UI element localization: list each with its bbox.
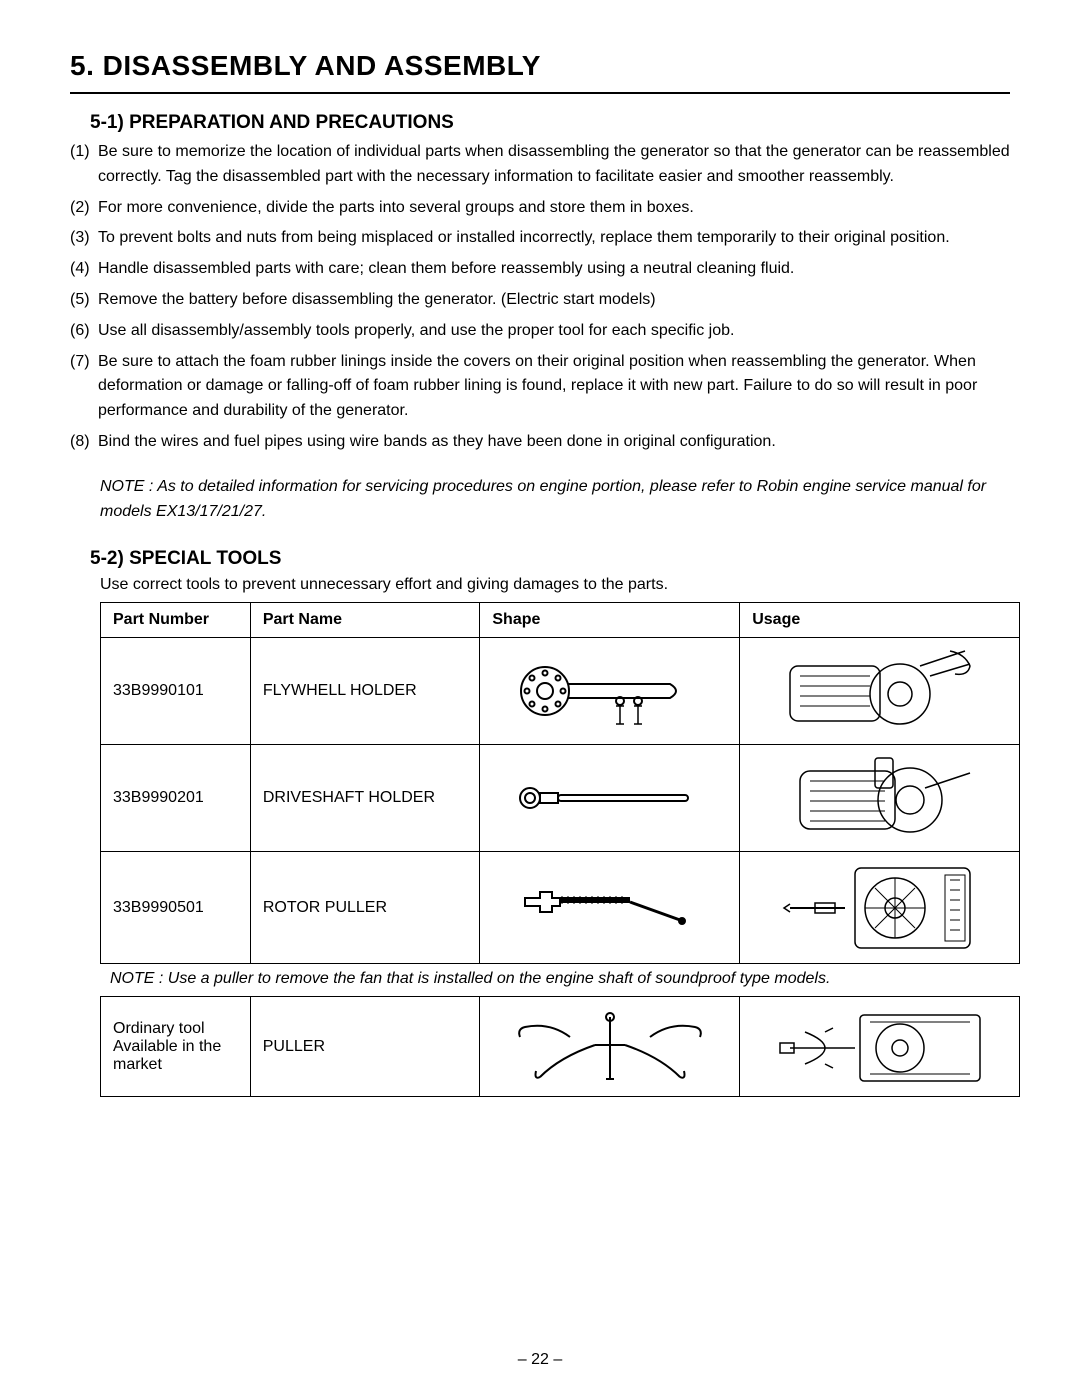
flywheel-holder-shape-icon bbox=[510, 651, 710, 731]
item-number: (4) bbox=[70, 257, 98, 282]
table-header-row: Part Number Part Name Shape Usage bbox=[101, 603, 1020, 638]
cell-part-name: PULLER bbox=[250, 997, 479, 1097]
cell-shape bbox=[480, 852, 740, 964]
list-item: (6)Use all disassembly/assembly tools pr… bbox=[70, 319, 1010, 344]
section-2-title: 5-2) SPECIAL TOOLS bbox=[90, 548, 1010, 570]
table-row: Ordinary tool Available in the market PU… bbox=[101, 997, 1020, 1097]
item-text: Be sure to memorize the location of indi… bbox=[98, 140, 1010, 190]
cell-part-name: DRIVESHAFT HOLDER bbox=[250, 745, 480, 852]
item-text: Be sure to attach the foam rubber lining… bbox=[98, 350, 1010, 424]
item-number: (3) bbox=[70, 226, 98, 251]
item-text: Remove the battery before disassembling … bbox=[98, 288, 1010, 313]
flywheel-holder-usage-icon bbox=[780, 646, 980, 736]
page-title: 5. DISASSEMBLY AND ASSEMBLY bbox=[70, 50, 1010, 82]
list-item: (8)Bind the wires and fuel pipes using w… bbox=[70, 430, 1010, 455]
col-shape: Shape bbox=[480, 603, 740, 638]
col-part-number: Part Number bbox=[101, 603, 251, 638]
cell-part-number: 33B9990101 bbox=[101, 638, 251, 745]
driveshaft-holder-usage-icon bbox=[780, 753, 980, 843]
col-usage: Usage bbox=[740, 603, 1020, 638]
cell-shape bbox=[480, 745, 740, 852]
page-number: – 22 – bbox=[0, 1351, 1080, 1369]
list-item: (1)Be sure to memorize the location of i… bbox=[70, 140, 1010, 190]
list-item: (2)For more convenience, divide the part… bbox=[70, 196, 1010, 221]
puller-table: Ordinary tool Available in the market PU… bbox=[100, 996, 1020, 1097]
table-row: 33B9990501 ROTOR PULLER bbox=[101, 852, 1020, 964]
item-text: To prevent bolts and nuts from being mis… bbox=[98, 226, 1010, 251]
item-number: (1) bbox=[70, 140, 98, 190]
puller-shape-icon bbox=[500, 1007, 720, 1087]
title-rule bbox=[70, 92, 1010, 94]
item-number: (6) bbox=[70, 319, 98, 344]
col-part-name: Part Name bbox=[250, 603, 480, 638]
cell-usage bbox=[740, 997, 1020, 1097]
list-item: (7)Be sure to attach the foam rubber lin… bbox=[70, 350, 1010, 424]
driveshaft-holder-shape-icon bbox=[510, 773, 710, 823]
cell-part-number: 33B9990201 bbox=[101, 745, 251, 852]
cell-shape bbox=[480, 638, 740, 745]
item-text: Use all disassembly/assembly tools prope… bbox=[98, 319, 1010, 344]
section-1-note: NOTE : As to detailed information for se… bbox=[100, 475, 1010, 525]
list-item: (5)Remove the battery before disassembli… bbox=[70, 288, 1010, 313]
list-item: (4)Handle disassembled parts with care; … bbox=[70, 257, 1010, 282]
item-text: Handle disassembled parts with care; cle… bbox=[98, 257, 1010, 282]
cell-part-name: ROTOR PULLER bbox=[250, 852, 480, 964]
cell-usage bbox=[740, 745, 1020, 852]
cell-part-number: 33B9990501 bbox=[101, 852, 251, 964]
item-number: (5) bbox=[70, 288, 98, 313]
section-1-title: 5-1) PREPARATION AND PRECAUTIONS bbox=[90, 112, 1010, 134]
cell-shape bbox=[480, 997, 740, 1097]
item-number: (7) bbox=[70, 350, 98, 424]
section-2-note: NOTE : Use a puller to remove the fan th… bbox=[110, 970, 1010, 988]
cell-usage bbox=[740, 852, 1020, 964]
table-row: 33B9990101 FLYWHELL HOLDER bbox=[101, 638, 1020, 745]
puller-usage-icon bbox=[770, 1007, 990, 1087]
item-text: For more convenience, divide the parts i… bbox=[98, 196, 1010, 221]
cell-part-name: FLYWHELL HOLDER bbox=[250, 638, 480, 745]
rotor-puller-usage-icon bbox=[780, 860, 980, 955]
item-number: (8) bbox=[70, 430, 98, 455]
item-text: Bind the wires and fuel pipes using wire… bbox=[98, 430, 1010, 455]
rotor-puller-shape-icon bbox=[510, 878, 710, 938]
special-tools-table: Part Number Part Name Shape Usage 33B999… bbox=[100, 602, 1020, 964]
table-row: 33B9990201 DRIVESHAFT HOLDER bbox=[101, 745, 1020, 852]
list-item: (3)To prevent bolts and nuts from being … bbox=[70, 226, 1010, 251]
cell-part-number: Ordinary tool Available in the market bbox=[101, 997, 251, 1097]
precautions-list: (1)Be sure to memorize the location of i… bbox=[70, 140, 1010, 455]
cell-usage bbox=[740, 638, 1020, 745]
section-2-intro: Use correct tools to prevent unnecessary… bbox=[100, 576, 1010, 594]
item-number: (2) bbox=[70, 196, 98, 221]
